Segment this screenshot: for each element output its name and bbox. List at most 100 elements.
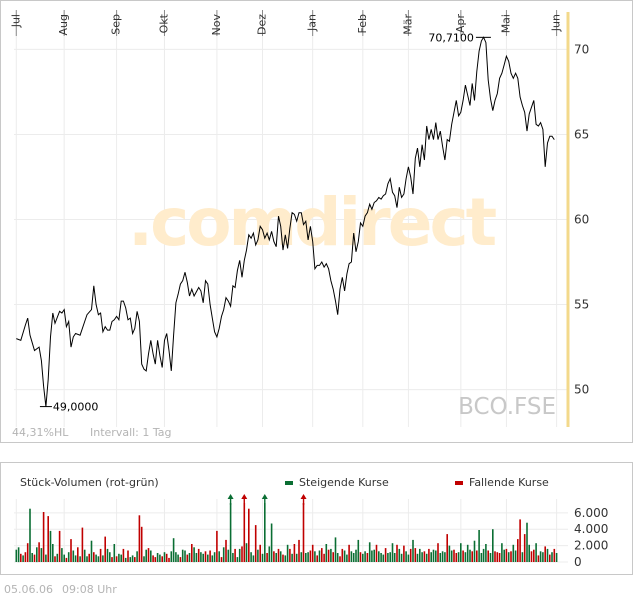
volume-bar [209, 550, 211, 562]
volume-bar [473, 540, 476, 562]
volume-bar [305, 553, 307, 562]
volume-bar [485, 544, 487, 562]
volume-bar [318, 550, 321, 562]
volume-bar [505, 548, 508, 562]
volume-bar [414, 548, 417, 562]
volume-bar [478, 530, 480, 562]
month-label: Apr [454, 14, 467, 34]
volume-bar [435, 550, 437, 562]
volume-bar [521, 552, 524, 562]
volume-bar [398, 548, 401, 562]
volume-bar [24, 552, 27, 562]
volume-bar [259, 544, 261, 562]
volume-bar [357, 539, 360, 562]
price-tick-label: 50 [574, 383, 589, 397]
min-label: 49,0000 [53, 401, 99, 414]
volume-bar [321, 548, 323, 562]
volume-bar [382, 554, 385, 562]
volume-bar [54, 556, 56, 562]
volume-bar [36, 547, 38, 563]
volume-bar [245, 543, 248, 562]
volume-bar [501, 543, 503, 562]
price-tick-label: 70 [574, 42, 589, 56]
volume-bar [191, 544, 193, 562]
volume-bar [457, 552, 460, 562]
overflow-marker-arrow [261, 494, 268, 499]
volume-tick-label: 4.000 [574, 522, 608, 536]
volume-bar [20, 553, 22, 562]
volume-bar [309, 550, 312, 562]
volume-bar [425, 553, 428, 562]
volume-title: Stück-Volumen (rot-grün) [20, 476, 159, 489]
month-label: Okt [157, 13, 170, 33]
volume-bar [455, 553, 458, 562]
volume-bar [15, 549, 18, 562]
volume-bar [99, 548, 102, 562]
volume-bar [172, 538, 175, 562]
legend-up-label: Steigende Kurse [299, 476, 389, 489]
volume-bar [316, 555, 318, 562]
volume-bar [325, 544, 328, 562]
volume-bar [428, 548, 430, 562]
volume-bar [348, 544, 350, 562]
volume-bar [539, 551, 542, 562]
volume-bar [551, 552, 553, 562]
volume-bar [350, 551, 353, 562]
volume-bar [482, 548, 485, 562]
volume-bar [519, 519, 521, 562]
price-panel-frame [0, 0, 633, 443]
volume-bar [275, 553, 277, 562]
volume-bar [359, 552, 362, 562]
volume-bar [181, 549, 184, 562]
volume-bar [83, 549, 86, 562]
volume-bar [277, 548, 280, 562]
volume-bar [95, 554, 97, 562]
volume-bar [544, 546, 546, 562]
volume-bar [469, 549, 471, 562]
volume-bar [72, 550, 75, 562]
volume-bar [339, 556, 341, 562]
overflow-marker-arrow [241, 494, 248, 499]
volume-bar [336, 553, 339, 562]
volume-bar [229, 503, 232, 562]
volume-tick-label: 0 [574, 555, 582, 569]
volume-bar [528, 544, 530, 562]
volume-bar [496, 552, 499, 562]
volume-bar [238, 548, 241, 562]
volume-bar [503, 549, 505, 562]
legend-up-swatch [285, 481, 293, 485]
volume-bar [56, 553, 59, 562]
volume-bar [170, 551, 173, 562]
volume-y-axis: 6.000 4.000 2.000 0 [574, 506, 608, 569]
volume-bar [489, 553, 492, 562]
volume-bar [284, 555, 287, 562]
volume-bar [412, 539, 414, 562]
volume-bar [175, 552, 177, 562]
volume-bar [441, 551, 444, 562]
volume-bar [93, 552, 95, 562]
volume-bar [241, 546, 243, 562]
volume-bar [393, 553, 396, 562]
price-tick-label: 65 [574, 127, 589, 141]
watermark: .comdirect [128, 184, 497, 261]
volume-bar [471, 551, 473, 562]
volume-bar [346, 554, 348, 562]
volume-bar [364, 551, 366, 562]
volume-bar [90, 540, 93, 562]
volume-bar [371, 550, 373, 562]
volume-bar [279, 551, 282, 562]
volume-bar [257, 549, 259, 562]
volume-bar [293, 544, 296, 562]
volume-bar [476, 550, 478, 562]
volume-bar [222, 547, 225, 563]
volume-bar [432, 549, 435, 562]
price-grid [14, 12, 568, 427]
volume-bar [129, 557, 132, 562]
volume-bar [512, 544, 515, 562]
volume-bar [70, 539, 72, 562]
volume-bar [29, 508, 31, 562]
volume-bar [542, 552, 544, 562]
volume-bar [147, 548, 150, 562]
volume-bar [523, 534, 526, 562]
max-label: 70,7100 [428, 31, 474, 44]
